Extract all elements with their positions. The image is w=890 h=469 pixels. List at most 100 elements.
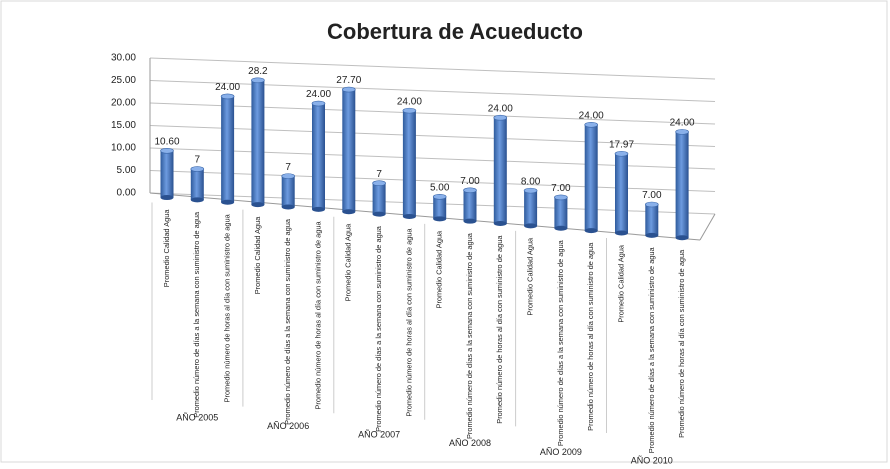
bar xyxy=(342,89,356,212)
y-tick-label: 30.00 xyxy=(111,53,136,64)
value-label: 24.00 xyxy=(306,89,331,100)
value-label: 7 xyxy=(376,169,382,180)
value-label: 7.00 xyxy=(551,183,571,194)
bar-top xyxy=(311,100,326,107)
bar xyxy=(402,110,416,217)
value-label: 7 xyxy=(195,155,201,166)
bar-base xyxy=(524,223,538,229)
x-tick-label: Promedio Calidad Agua xyxy=(435,230,444,309)
x-tick-label: Promedio número de horas al día con sumi… xyxy=(586,242,595,431)
bar-base xyxy=(584,228,598,234)
bar xyxy=(493,117,507,224)
bar-top xyxy=(341,86,356,93)
group-label: AÑO 2006 xyxy=(267,421,309,431)
bar xyxy=(463,190,477,222)
bar xyxy=(372,183,386,215)
bar-top xyxy=(402,107,417,114)
value-label: 7.00 xyxy=(642,190,662,201)
x-tick-label: Promedio número de horas al día con sumi… xyxy=(313,220,322,409)
y-tick-label: 25.00 xyxy=(111,75,136,86)
value-label: 24.00 xyxy=(215,82,240,93)
bar-base xyxy=(615,230,628,236)
bar-top xyxy=(644,201,659,208)
bar-base xyxy=(190,197,204,203)
bar xyxy=(675,131,689,238)
bar-base xyxy=(433,216,447,222)
bar xyxy=(312,103,325,210)
bar xyxy=(221,96,235,203)
value-label: 24.00 xyxy=(670,118,695,129)
x-tick-label: Promedio Calidad Agua xyxy=(616,244,625,323)
bar-top xyxy=(554,194,568,201)
y-tick-label: 20.00 xyxy=(111,98,136,109)
y-tick-label: 5.00 xyxy=(117,165,137,176)
bar-base xyxy=(342,209,356,215)
bar-top xyxy=(614,150,629,157)
x-tick-label: Promedio número de días a la semana con … xyxy=(283,218,292,425)
y-tick-label: 10.00 xyxy=(111,143,136,154)
grid-line xyxy=(149,102,716,125)
bar-top xyxy=(190,166,205,172)
bar-top xyxy=(251,77,265,84)
x-tick-label: Promedio número de horas al día con sumi… xyxy=(223,213,232,402)
grid-line xyxy=(149,125,716,147)
value-label: 24.00 xyxy=(397,96,422,107)
bar-base xyxy=(675,235,689,241)
bar xyxy=(645,204,659,236)
bar-base xyxy=(312,206,325,212)
value-label: 28.2 xyxy=(248,66,268,77)
bar-top xyxy=(463,187,477,194)
value-label: 24.00 xyxy=(579,110,604,121)
x-tick-label: Promedio número de días a la semana con … xyxy=(374,225,383,432)
bar-base xyxy=(221,199,235,205)
bar-base xyxy=(281,204,295,210)
bar-base xyxy=(463,218,477,224)
floor-edge xyxy=(149,192,701,241)
group-label: AÑO 2005 xyxy=(176,412,218,422)
x-tick-label: Promedio número de días a la semana con … xyxy=(556,239,565,446)
bar-base xyxy=(402,213,416,219)
bar-base xyxy=(372,211,386,217)
bar-base xyxy=(554,225,568,231)
y-tick-label: 0.00 xyxy=(117,188,137,199)
chart-title: Cobertura de Acueducto xyxy=(327,19,583,44)
x-tick-label: Promedio número de horas al día con sumi… xyxy=(677,249,686,438)
x-tick-label: Promedio número de horas al día con sumi… xyxy=(495,235,504,424)
group-label: AÑO 2008 xyxy=(449,438,491,448)
bar xyxy=(433,196,447,219)
value-label: 17.97 xyxy=(609,139,634,150)
value-label: 27.70 xyxy=(336,75,361,86)
bar-top xyxy=(584,121,599,128)
bar-top xyxy=(372,180,386,187)
x-tick-label: Promedio Calidad Agua xyxy=(162,209,171,288)
x-tick-label: Promedio número de días a la semana con … xyxy=(465,232,474,439)
value-label: 8.00 xyxy=(521,176,541,187)
bar-top xyxy=(493,114,508,121)
value-label: 5.00 xyxy=(430,182,450,193)
x-tick-label: Promedio número de horas al día con sumi… xyxy=(404,228,413,417)
y-tick-label: 15.00 xyxy=(111,120,136,131)
value-label: 10.60 xyxy=(154,136,179,147)
bar-base xyxy=(493,221,507,227)
floor-edge xyxy=(699,213,716,241)
x-tick-label: Promedio número de días a la semana con … xyxy=(647,246,656,453)
value-label: 24.00 xyxy=(488,103,513,114)
bar-top xyxy=(281,173,296,179)
group-label: AÑO 2009 xyxy=(540,447,582,457)
bar xyxy=(554,197,568,229)
x-tick-label: Promedio Calidad Agua xyxy=(526,237,535,316)
value-label: 7 xyxy=(285,162,291,173)
bar-base xyxy=(251,202,265,208)
bar xyxy=(160,150,174,198)
group-label: AÑO 2007 xyxy=(358,430,400,440)
x-tick-label: Promedio Calidad Agua xyxy=(253,216,262,295)
bar-top xyxy=(160,148,174,154)
grid-line xyxy=(149,80,716,102)
bar-base xyxy=(645,232,659,238)
x-tick-label: Promedio Calidad Agua xyxy=(344,223,353,302)
bar xyxy=(615,153,628,233)
bar-top xyxy=(220,93,235,100)
x-tick-label: Promedio número de días a la semana con … xyxy=(192,211,201,418)
